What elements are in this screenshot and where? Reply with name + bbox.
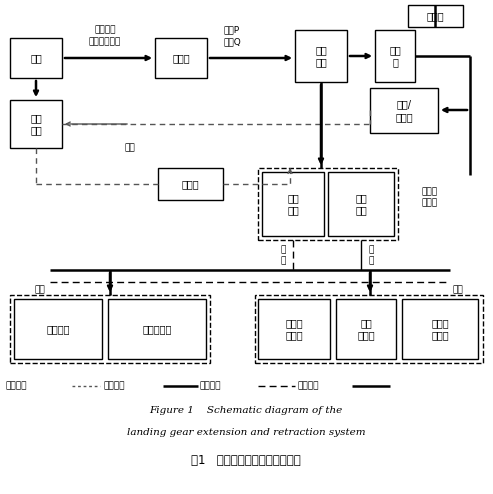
- Text: 主起: 主起: [453, 286, 463, 294]
- Bar: [295, 30, 347, 82]
- Text: 上位锁
作动筒: 上位锁 作动筒: [285, 318, 303, 340]
- Text: 液压泵: 液压泵: [172, 53, 190, 63]
- Text: 压力的液压油: 压力的液压油: [89, 38, 121, 46]
- Bar: [328, 172, 394, 236]
- Text: 前起: 前起: [35, 286, 45, 294]
- Text: 回油: 回油: [125, 143, 136, 153]
- Text: 供压
油滤: 供压 油滤: [315, 45, 327, 67]
- Text: 单向
阀: 单向 阀: [389, 45, 401, 67]
- Text: 回油
油滤: 回油 油滤: [30, 113, 42, 135]
- Bar: [14, 299, 102, 359]
- Text: 卸压/
安全鄀: 卸压/ 安全鄀: [395, 99, 413, 122]
- Text: 压力P: 压力P: [224, 26, 240, 35]
- Text: 供压管路: 供压管路: [103, 381, 125, 390]
- Text: 油筱: 油筱: [30, 53, 42, 63]
- Text: 收放
作动筒: 收放 作动筒: [357, 318, 375, 340]
- Text: 放下
通道: 放下 通道: [355, 193, 367, 215]
- Text: landing gear extension and retraction system: landing gear extension and retraction sy…: [127, 427, 365, 437]
- Text: 收放作动筒: 收放作动筒: [142, 324, 172, 334]
- Bar: [108, 299, 206, 359]
- Text: 起落架
选择鄀: 起落架 选择鄀: [422, 187, 438, 207]
- Bar: [408, 5, 463, 27]
- Text: 蔻压器: 蔻压器: [426, 11, 444, 21]
- Text: 下位锁
作动筒: 下位锁 作动筒: [431, 318, 449, 340]
- Bar: [10, 38, 62, 78]
- Bar: [10, 295, 210, 363]
- Text: 收起
通道: 收起 通道: [287, 193, 299, 215]
- Text: 流量Q: 流量Q: [223, 38, 241, 46]
- Text: 收
起: 收 起: [281, 245, 285, 265]
- Bar: [158, 168, 223, 200]
- Text: 单向鄀: 单向鄀: [182, 179, 199, 189]
- Bar: [336, 299, 396, 359]
- Bar: [255, 295, 483, 363]
- Text: 放
下: 放 下: [368, 245, 374, 265]
- Bar: [375, 30, 415, 82]
- Text: Figure 1    Schematic diagram of the: Figure 1 Schematic diagram of the: [149, 406, 343, 414]
- Text: 图1   起落架液压收放系统原理图: 图1 起落架液压收放系统原理图: [191, 453, 301, 466]
- Text: 回油管路: 回油管路: [5, 381, 27, 390]
- Text: 锁作动筒: 锁作动筒: [46, 324, 70, 334]
- Text: 一定入口: 一定入口: [94, 26, 116, 35]
- Bar: [262, 172, 324, 236]
- Bar: [402, 299, 478, 359]
- Bar: [155, 38, 207, 78]
- Bar: [258, 299, 330, 359]
- Text: 放下管路: 放下管路: [297, 381, 318, 390]
- Bar: [258, 168, 398, 240]
- Text: 收起管路: 收起管路: [200, 381, 221, 390]
- Bar: [370, 88, 438, 133]
- Bar: [10, 100, 62, 148]
